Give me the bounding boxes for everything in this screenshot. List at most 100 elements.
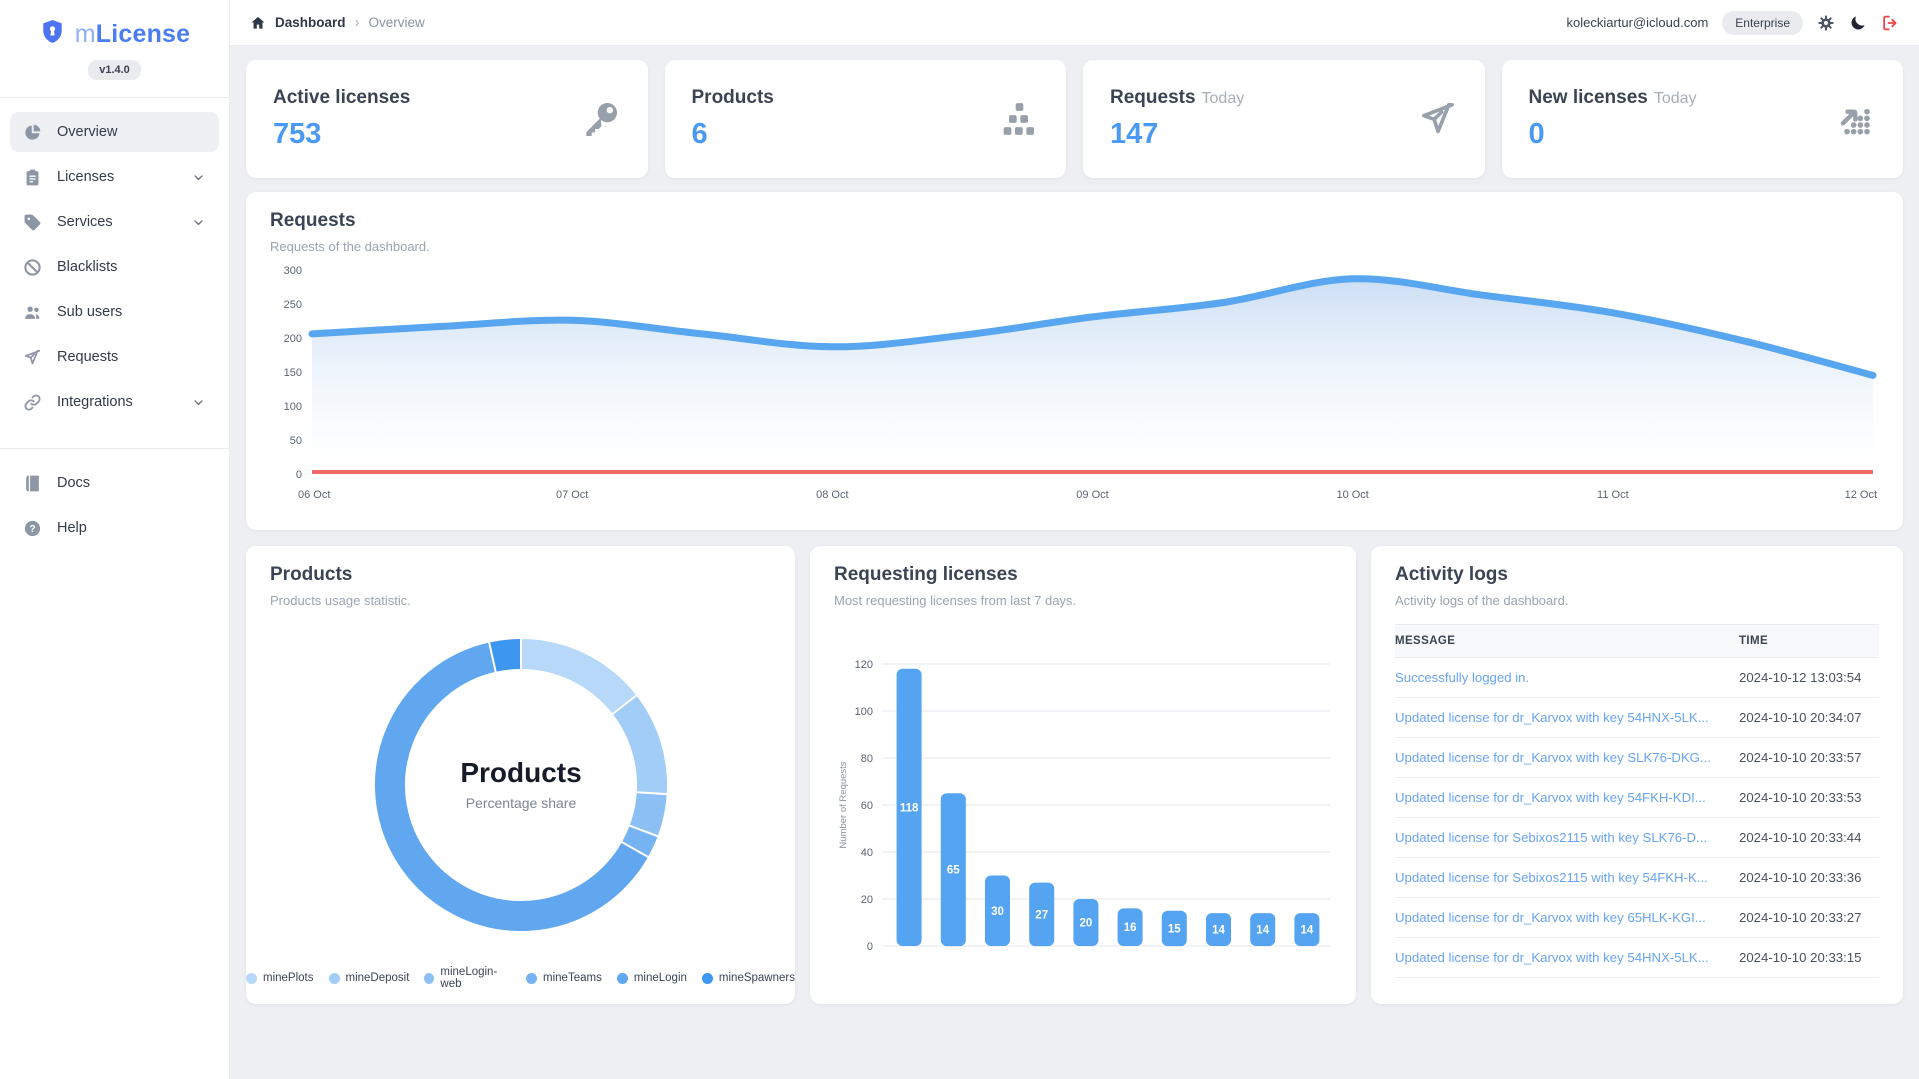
stat-title: New licenses Today: [1528, 87, 1697, 108]
activity-log-row: Successfully logged in. 2024-10-12 13:03:…: [1395, 658, 1879, 698]
help-icon: ?: [23, 519, 42, 538]
legend-item-mineplots[interactable]: minePlots: [246, 972, 314, 984]
legend-color-dot: [616, 972, 628, 984]
activity-table-header: MESSAGE TIME: [1395, 624, 1879, 658]
legend-color-dot: [328, 972, 340, 984]
key-icon: [581, 99, 621, 139]
sidebar-item-blacklists[interactable]: Blacklists: [10, 247, 219, 287]
svg-text:09 Oct: 09 Oct: [1076, 489, 1108, 501]
activity-log-link[interactable]: Updated license for dr_Karvox with key 5…: [1395, 790, 1706, 805]
products-chart-title: Products: [270, 564, 353, 585]
activity-log-row: Updated license for dr_Karvox with key 5…: [1395, 938, 1879, 978]
sidebar-item-services[interactable]: Services: [10, 202, 219, 242]
legend-label: mineDeposit: [345, 972, 410, 984]
svg-text:14: 14: [1212, 925, 1225, 937]
sidebar-item-sub-users[interactable]: Sub users: [10, 292, 219, 332]
trend-dots-icon: [1836, 99, 1876, 139]
activity-log-link[interactable]: Updated license for Sebixos2115 with key…: [1395, 830, 1708, 845]
sidebar-item-requests[interactable]: Requests: [10, 337, 219, 377]
legend-item-mineteams[interactable]: mineTeams: [526, 972, 602, 984]
activity-logs-card: Activity logs Activity logs of the dashb…: [1371, 546, 1903, 1004]
legend-item-minelogin[interactable]: mineLogin: [616, 972, 687, 984]
link-icon: [23, 393, 42, 412]
donut-center-title: Products: [460, 757, 581, 788]
activity-log-row: Updated license for dr_Karvox with key 5…: [1395, 698, 1879, 738]
svg-text:20: 20: [861, 894, 873, 906]
chevron-down-icon: [191, 395, 206, 410]
brand-name: License: [95, 19, 191, 48]
activity-log-time: 2024-10-10 20:34:07: [1739, 710, 1862, 725]
sidebar-item-integrations[interactable]: Integrations: [10, 382, 219, 422]
svg-text:08 Oct: 08 Oct: [816, 489, 848, 501]
legend-item-minespawners[interactable]: mineSpawners: [701, 972, 795, 984]
dark-mode-moon-icon[interactable]: [1849, 14, 1867, 32]
svg-text:?: ?: [29, 523, 35, 534]
activity-log-link[interactable]: Updated license for dr_Karvox with key 5…: [1395, 950, 1709, 965]
svg-text:12 Oct: 12 Oct: [1845, 489, 1877, 501]
svg-text:16: 16: [1124, 922, 1137, 934]
version-badge: v1.4.0: [88, 60, 141, 80]
svg-text:120: 120: [855, 659, 873, 671]
topbar: Dashboard › Overview koleckiartur@icloud…: [230, 0, 1919, 46]
stat-title: Products: [691, 87, 774, 108]
activity-log-link[interactable]: Updated license for dr_Karvox with key S…: [1395, 750, 1711, 765]
svg-text:150: 150: [284, 367, 302, 379]
svg-text:07 Oct: 07 Oct: [556, 489, 588, 501]
activity-log-row: Updated license for dr_Karvox with key S…: [1395, 738, 1879, 778]
svg-text:06 Oct: 06 Oct: [298, 489, 330, 501]
book-icon: [23, 474, 42, 493]
sidebar-item-help[interactable]: ? Help: [10, 508, 219, 548]
sidebar-item-overview[interactable]: Overview: [10, 112, 219, 152]
sidebar: mLicense v1.4.0 Overview Licenses Services…: [0, 0, 230, 1079]
activity-log-time: 2024-10-10 20:33:36: [1739, 870, 1862, 885]
main-content: Active licenses 753 Products 6 Requests Today…: [230, 46, 1919, 1079]
legend-item-minelogin-web[interactable]: mineLogin-web: [424, 966, 511, 990]
legend-label: minePlots: [263, 972, 314, 984]
breadcrumb-overview[interactable]: Overview: [368, 15, 425, 30]
svg-text:20: 20: [1080, 918, 1093, 930]
sidebar-item-licenses[interactable]: Licenses: [10, 157, 219, 197]
stats-row: Active licenses 753 Products 6 Requests Today…: [246, 60, 1903, 178]
legend-item-minedeposit[interactable]: mineDeposit: [328, 972, 410, 984]
chevron-down-icon: [191, 215, 206, 230]
svg-text:200: 200: [284, 333, 302, 345]
activity-title: Activity logs: [1395, 564, 1508, 585]
svg-text:118: 118: [900, 802, 919, 814]
requests-chart-subtitle: Requests of the dashboard.: [270, 239, 430, 254]
svg-text:50: 50: [290, 435, 302, 447]
stat-card-requests: Requests Today 147: [1083, 60, 1485, 178]
svg-text:0: 0: [296, 469, 302, 481]
activity-log-link[interactable]: Updated license for dr_Karvox with key 6…: [1395, 910, 1706, 925]
brand-text: mLicense: [75, 20, 191, 49]
activity-log-link[interactable]: Updated license for Sebixos2115 with key…: [1395, 870, 1708, 885]
sidebar-item-docs[interactable]: Docs: [10, 463, 219, 503]
stat-value: 6: [691, 118, 708, 150]
column-header-message: MESSAGE: [1395, 635, 1456, 647]
stat-title-suffix: Today: [1201, 90, 1245, 107]
svg-text:0: 0: [867, 941, 873, 953]
requesting-licenses-bar-chart: 0 20 40 60 80 100 120 Number of Requests 118 65 30…: [838, 659, 1330, 953]
sidebar-item-label: Sub users: [57, 304, 123, 320]
activity-log-link[interactable]: Updated license for dr_Karvox with key 5…: [1395, 710, 1709, 725]
breadcrumb-dashboard[interactable]: Dashboard: [275, 15, 346, 30]
svg-text:14: 14: [1301, 925, 1314, 937]
products-legend: minePlots mineDeposit mineLogin-web mineTea…: [246, 966, 795, 990]
bars-chart-subtitle: Most requesting licenses from last 7 day…: [834, 593, 1077, 608]
stat-card-new-licenses: New licenses Today 0: [1501, 60, 1903, 178]
stat-value: 0: [1528, 118, 1545, 150]
activity-log-link[interactable]: Successfully logged in.: [1395, 670, 1530, 685]
bottom-row: Products Products usage statistic. Produ…: [246, 546, 1903, 1004]
chevron-down-icon: [191, 170, 206, 185]
requests-area-chart: 0 50 100 150 200 250 300 06 Oct 07 Oct 08 Oct 09 O…: [284, 265, 1877, 501]
users-icon: [23, 303, 42, 322]
products-chart-subtitle: Products usage statistic.: [270, 593, 411, 608]
svg-text:300: 300: [284, 265, 302, 277]
sidebar-item-label: Integrations: [57, 394, 133, 410]
svg-text:11 Oct: 11 Oct: [1597, 489, 1629, 501]
requesting-licenses-card: Requesting licenses Most requesting lice…: [810, 546, 1356, 1004]
home-icon[interactable]: [250, 15, 266, 31]
logout-icon[interactable]: [1881, 14, 1899, 32]
stat-value: 147: [1110, 118, 1159, 150]
gear-icon[interactable]: [1817, 14, 1835, 32]
sitemap-icon: [999, 99, 1039, 139]
